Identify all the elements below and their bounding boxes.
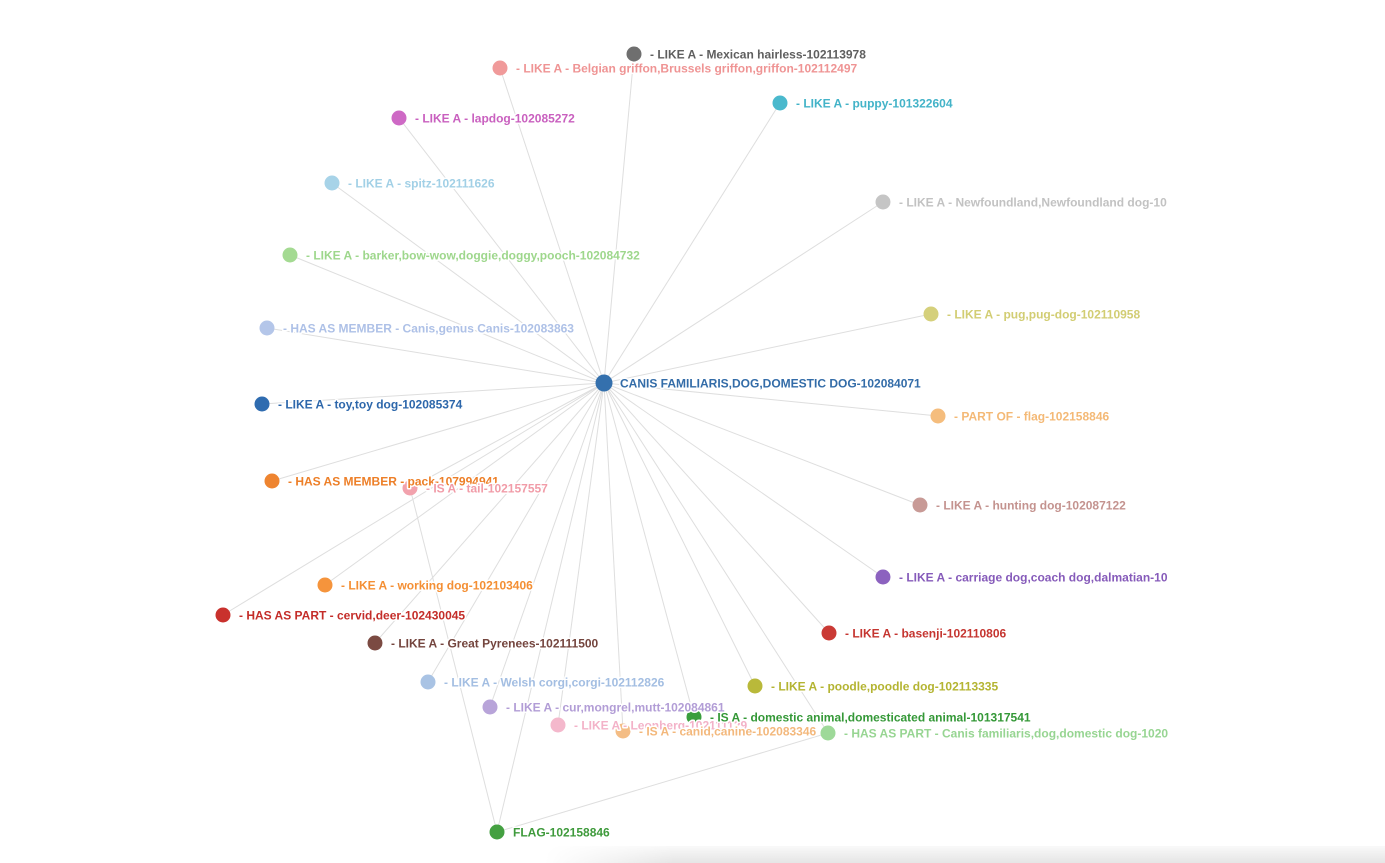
label-cur-mongrel: - LIKE A - cur,mongrel,mutt-102084861 (506, 701, 725, 715)
node-has-as-part-canis[interactable] (820, 725, 836, 741)
label-domestic-animal: - IS A - domestic animal,domesticated an… (710, 711, 1031, 725)
node-cervid-deer[interactable] (215, 607, 231, 623)
label-canis-familiaris: CANIS FAMILIARIS,DOG,DOMESTIC DOG-102084… (620, 377, 921, 391)
edge-canis-familiaris-part-of-flag (603, 382, 939, 417)
label-lapdog: - LIKE A - lapdog-102085272 (415, 112, 575, 126)
node-part-of-flag[interactable] (930, 408, 946, 424)
edge-canis-familiaris-great-pyrenees (374, 382, 605, 644)
node-lapdog[interactable] (391, 110, 407, 126)
edge-canis-familiaris-spitz (331, 182, 605, 384)
bottom-panel-edge-fade (545, 846, 675, 863)
label-newfoundland: - LIKE A - Newfoundland,Newfoundland dog… (899, 196, 1167, 210)
edge-canis-familiaris-lapdog (398, 117, 605, 384)
label-belgian-griffon: - LIKE A - Belgian griffon,Brussels grif… (516, 62, 857, 76)
edge-canis-familiaris-poodle (603, 382, 756, 687)
node-flag[interactable] (489, 824, 505, 840)
label-carriage-dog: - LIKE A - carriage dog,coach dog,dalmat… (899, 571, 1168, 585)
edge-canis-familiaris-belgian-griffon (499, 67, 605, 384)
edge-canis-familiaris-welsh-corgi (427, 382, 605, 683)
label-canis-genus: - HAS AS MEMBER - Canis,genus Canis-1020… (283, 322, 574, 336)
bottom-panel-edge (545, 846, 1385, 863)
node-pack[interactable] (264, 473, 280, 489)
edge-flag-tail (409, 487, 498, 833)
node-basenji[interactable] (821, 625, 837, 641)
label-mexican-hairless: - LIKE A - Mexican hairless-102113978 (650, 48, 866, 62)
label-leonberg: - LIKE A - Leonberg-102111129 (574, 719, 748, 733)
node-barker[interactable] (282, 247, 298, 263)
node-cur-mongrel[interactable] (482, 699, 498, 715)
edge-canis-familiaris-newfoundland (603, 201, 884, 384)
label-welsh-corgi: - LIKE A - Welsh corgi,corgi-102112826 (444, 676, 665, 690)
label-pug: - LIKE A - pug,pug-dog-102110958 (947, 308, 1140, 322)
node-pug[interactable] (923, 306, 939, 322)
edge-canis-familiaris-cervid-deer (222, 382, 605, 616)
edge-canis-familiaris-pack (271, 382, 605, 482)
node-belgian-griffon[interactable] (492, 60, 508, 76)
label-barker: - LIKE A - barker,bow-wow,doggie,doggy,p… (306, 249, 640, 263)
node-toy-dog[interactable] (254, 396, 270, 412)
label-canid-canine: - IS A - canid,canine-102083346 (639, 725, 817, 739)
edge-canis-familiaris-leonberg (557, 382, 605, 726)
node-puppy[interactable] (772, 95, 788, 111)
label-working-dog: - LIKE A - working dog-102103406 (341, 579, 533, 593)
label-basenji: - LIKE A - basenji-102110806 (845, 627, 1007, 641)
node-canis-familiaris[interactable] (595, 374, 613, 392)
node-leonberg[interactable] (550, 717, 566, 733)
edge-canis-familiaris-basenji (603, 382, 830, 634)
label-has-as-part-canis: - HAS AS PART - Canis familiaris,dog,dom… (844, 727, 1168, 741)
label-flag: FLAG-102158846 (513, 826, 610, 840)
edge-canis-familiaris-hunting-dog (603, 382, 921, 506)
node-carriage-dog[interactable] (875, 569, 891, 585)
label-pack: - HAS AS MEMBER - pack-107994941 (288, 475, 499, 489)
node-canid-canine[interactable] (615, 723, 631, 739)
label-tail: - IS A - tail-102157557 (426, 482, 548, 496)
node-poodle[interactable] (747, 678, 763, 694)
edge-canis-familiaris-pug (603, 313, 932, 384)
label-toy-dog: - LIKE A - toy,toy dog-102085374 (278, 398, 463, 412)
edge-canis-familiaris-mexican-hairless (603, 53, 635, 384)
label-cervid-deer: - HAS AS PART - cervid,deer-102430045 (239, 609, 465, 623)
node-hunting-dog[interactable] (912, 497, 928, 513)
label-great-pyrenees: - LIKE A - Great Pyrenees-102111500 (391, 637, 599, 651)
edge-canis-familiaris-canid-canine (603, 382, 624, 732)
node-welsh-corgi[interactable] (420, 674, 436, 690)
node-mexican-hairless[interactable] (626, 46, 642, 62)
node-newfoundland[interactable] (875, 194, 891, 210)
edge-canis-familiaris-canis-genus (266, 327, 605, 384)
edge-canis-familiaris-toy-dog (261, 382, 605, 405)
edge-canis-familiaris-working-dog (324, 382, 605, 586)
edge-canis-familiaris-cur-mongrel (489, 382, 605, 708)
label-poodle: - LIKE A - poodle,poodle dog-102113335 (771, 680, 998, 694)
edge-canis-familiaris-has-as-part-canis (603, 382, 829, 734)
edge-canis-familiaris-puppy (603, 102, 781, 384)
label-puppy: - LIKE A - puppy-101322604 (796, 97, 953, 111)
node-spitz[interactable] (324, 175, 340, 191)
edge-canis-familiaris-barker (289, 254, 605, 384)
node-working-dog[interactable] (317, 577, 333, 593)
node-tail[interactable] (402, 480, 418, 496)
edge-canis-familiaris-domestic-animal (603, 382, 695, 718)
label-hunting-dog: - LIKE A - hunting dog-102087122 (936, 499, 1126, 513)
node-domestic-animal[interactable] (686, 709, 702, 725)
edge-canis-familiaris-tail (409, 382, 605, 489)
label-part-of-flag: - PART OF - flag-102158846 (954, 410, 1109, 424)
label-spitz: - LIKE A - spitz-102111626 (348, 177, 495, 191)
edge-canis-familiaris-carriage-dog (603, 382, 884, 578)
node-great-pyrenees[interactable] (367, 635, 383, 651)
node-canis-genus[interactable] (259, 320, 275, 336)
edge-canis-familiaris-flag (496, 382, 605, 833)
edge-flag-has-as-part-canis (496, 732, 829, 833)
